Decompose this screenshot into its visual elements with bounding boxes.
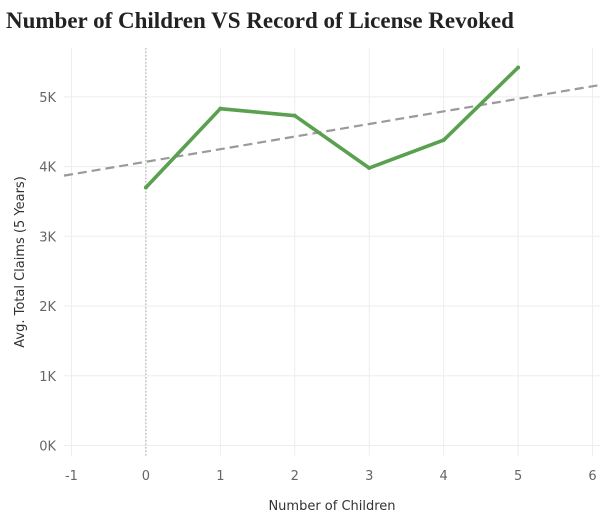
y-tick-label: 3K <box>39 230 56 245</box>
grid-lines <box>64 48 600 456</box>
y-tick-label: 4K <box>39 161 56 176</box>
x-tick-label: 5 <box>514 469 522 484</box>
y-tick-label: 1K <box>39 370 56 385</box>
x-tick-label: 3 <box>365 469 373 484</box>
y-axis-ticks: 0K 1K 2K 3K 4K 5K <box>39 91 56 455</box>
chart-title: Number of Children VS Record of License … <box>6 8 514 33</box>
data-point <box>516 65 521 70</box>
trend-line <box>63 83 601 177</box>
x-axis-title: Number of Children <box>268 499 395 514</box>
x-axis-ticks: -1 0 1 2 3 4 5 6 <box>65 469 597 484</box>
data-point <box>441 138 446 143</box>
x-tick-label: 4 <box>440 469 448 484</box>
series-layer <box>143 65 521 190</box>
data-point <box>143 185 148 190</box>
y-tick-label: 5K <box>39 91 56 106</box>
data-point <box>218 106 223 111</box>
x-tick-label: 1 <box>216 469 224 484</box>
y-tick-label: 0K <box>39 440 56 455</box>
data-point <box>292 113 297 118</box>
x-tick-label: 0 <box>142 469 150 484</box>
y-axis-title: Avg. Total Claims (5 Years) <box>13 176 28 348</box>
x-tick-label: 6 <box>588 469 596 484</box>
x-tick-label: -1 <box>65 469 78 484</box>
series-line <box>144 65 520 190</box>
data-point <box>367 165 372 170</box>
y-tick-label: 2K <box>39 300 56 315</box>
x-tick-label: 2 <box>291 469 299 484</box>
trend-layer <box>63 83 601 177</box>
